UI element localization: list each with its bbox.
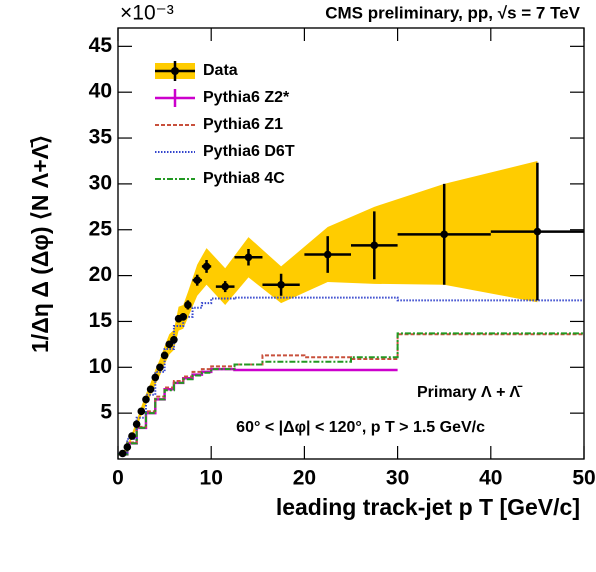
x-tick-label: 10 [200,467,223,490]
data-point [277,280,285,289]
y-multiplier: ×10⁻³ [120,2,174,25]
legend-label: Pythia6 D6T [203,143,295,160]
data-point [440,230,449,239]
data-point [244,253,253,262]
data-point [137,407,146,416]
legend-label: Pythia8 4C [203,170,285,187]
data-point [123,443,132,451]
legend-label: Data [203,62,238,79]
y-tick-label: 30 [89,171,112,194]
data-point [118,449,127,458]
y-tick-label: 25 [89,217,113,240]
x-tick-label: 40 [479,467,502,490]
x-tick-label: 30 [386,467,409,490]
systematic-band [122,160,538,455]
data-point [132,420,141,428]
mc-step-line [118,332,584,456]
data-point [151,373,160,382]
x-tick-label: 0 [112,467,124,490]
data-point [184,301,192,309]
data-point [146,385,155,394]
legend-label: Pythia6 Z2* [203,89,290,106]
data-point [533,227,542,236]
data-point [370,241,379,250]
data-point [202,262,211,271]
y-tick-label: 20 [89,263,112,286]
annotation: 60° < |Δφ| < 120°, p T > 1.5 GeV/c [236,419,485,436]
data-point [128,432,136,440]
mc-step-line [118,367,398,456]
data-point [160,351,169,360]
data-point [170,335,178,344]
legend-swatch [171,67,179,75]
y-tick-label: 5 [100,401,112,424]
data-point [156,363,164,372]
data-point [179,313,188,321]
data-point [193,276,202,284]
y-tick-label: 40 [89,80,112,103]
data-point [142,395,150,404]
y-tick-label: 35 [89,126,113,149]
y-tick-label: 15 [89,309,113,332]
annotation: Primary Λ + Λ̄ [417,384,523,401]
x-tick-label: 20 [293,467,316,490]
x-tick-label: 50 [572,467,595,490]
legend-label: Pythia6 Z1 [203,116,283,133]
data-point [323,250,332,259]
y-tick-label: 45 [89,34,113,57]
y-axis-label: 1/Δη Δ (Δφ) ⟨N Λ+Λ̄⟩ [27,135,53,353]
plot-frame-top [117,27,585,460]
data-point [165,340,174,349]
data-point [221,282,229,291]
y-tick-label: 10 [89,355,112,378]
chart-title: CMS preliminary, pp, √s = 7 TeV [325,3,580,22]
x-axis-label: leading track-jet p T [GeV/c] [276,494,580,520]
